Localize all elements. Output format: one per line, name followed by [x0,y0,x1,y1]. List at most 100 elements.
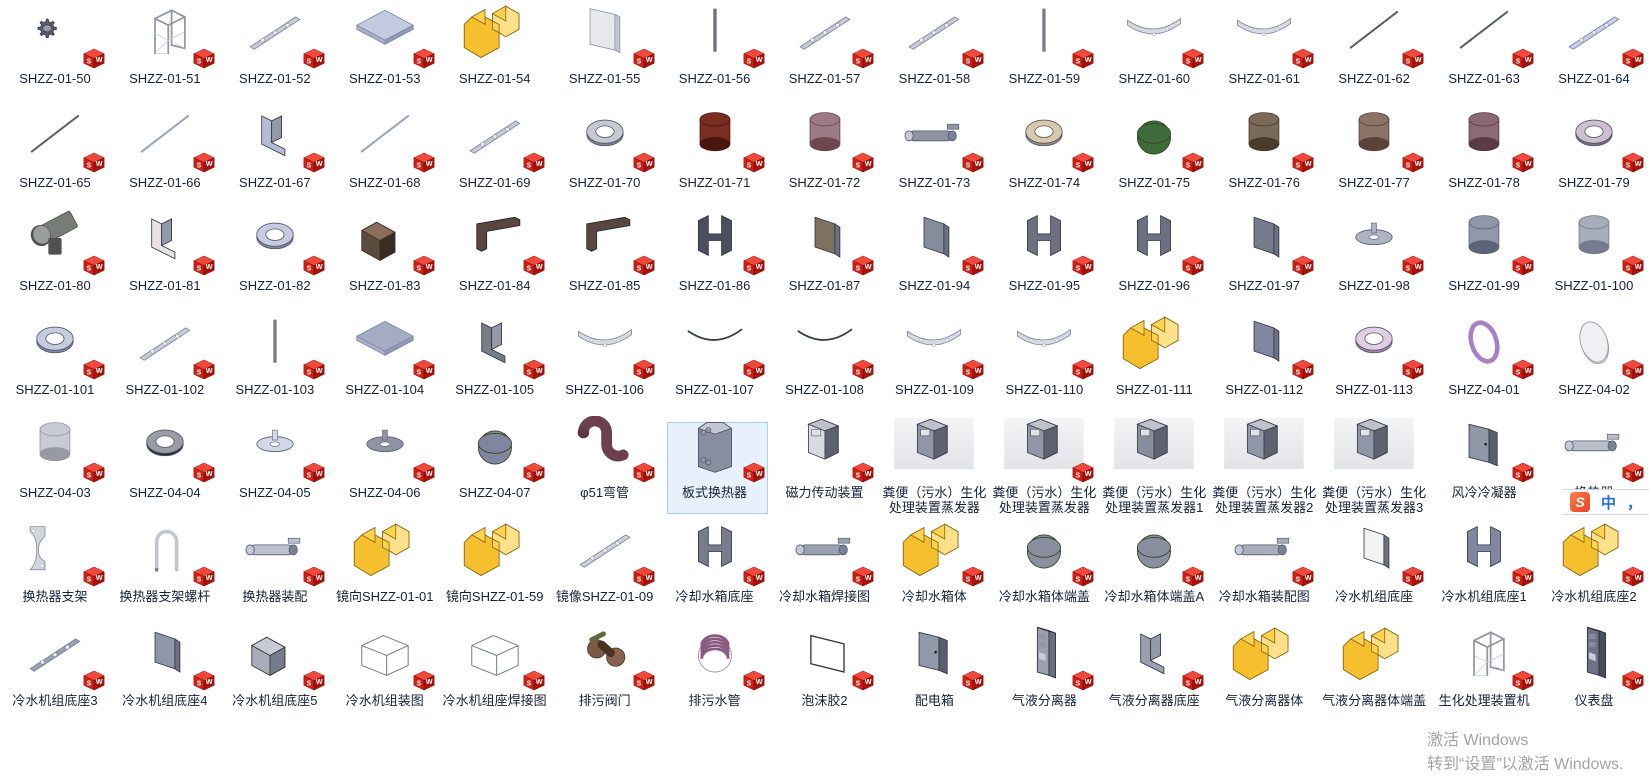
svg-text:W: W [96,262,103,271]
svg-text:W: W [1305,55,1312,64]
svg-text:S: S [306,160,311,169]
svg-text:W: W [96,55,103,64]
svg-text:S: S [1625,471,1630,480]
svg-text:W: W [645,366,652,375]
svg-text:W: W [755,677,762,686]
svg-text:S: S [856,56,861,65]
svg-text:W: W [1085,366,1092,375]
svg-text:W: W [1635,159,1642,168]
svg-text:W: W [865,366,872,375]
svg-text:W: W [975,55,982,64]
svg-text:S: S [526,160,531,169]
svg-text:S: S [1406,160,1411,169]
svg-text:S: S [746,263,751,272]
svg-text:W: W [535,159,542,168]
svg-text:S: S [1625,574,1630,583]
svg-text:W: W [535,469,542,478]
svg-text:W: W [206,262,213,271]
svg-text:W: W [975,677,982,686]
svg-text:S: S [1296,367,1301,376]
svg-text:W: W [1525,159,1532,168]
svg-text:S: S [1186,263,1191,272]
svg-text:S: S [1406,56,1411,65]
svg-text:W: W [315,366,322,375]
svg-text:W: W [1195,159,1202,168]
svg-text:S: S [746,678,751,687]
svg-text:W: W [1525,677,1532,686]
svg-text:W: W [755,573,762,582]
svg-text:S: S [1076,263,1081,272]
svg-text:W: W [1085,159,1092,168]
svg-text:S: S [306,367,311,376]
svg-text:S: S [636,56,641,65]
svg-text:W: W [645,677,652,686]
svg-text:W: W [865,159,872,168]
svg-text:S: S [306,56,311,65]
svg-text:W: W [1085,469,1092,478]
svg-text:W: W [425,366,432,375]
svg-text:W: W [96,366,103,375]
svg-text:S: S [86,574,91,583]
svg-text:W: W [1195,677,1202,686]
svg-text:S: S [1076,678,1081,687]
svg-text:S: S [1186,678,1191,687]
svg-text:W: W [315,55,322,64]
svg-text:S: S [856,678,861,687]
svg-text:S: S [1516,56,1521,65]
svg-text:S: S [1625,678,1630,687]
svg-text:S: S [1516,367,1521,376]
svg-text:S: S [1406,367,1411,376]
svg-text:W: W [1415,366,1422,375]
svg-text:W: W [1305,366,1312,375]
svg-text:W: W [755,366,762,375]
svg-text:S: S [966,56,971,65]
svg-text:W: W [975,262,982,271]
svg-text:W: W [645,262,652,271]
svg-text:S: S [1406,263,1411,272]
svg-text:W: W [315,469,322,478]
svg-text:S: S [1076,367,1081,376]
svg-text:S: S [746,471,751,480]
svg-text:S: S [1076,56,1081,65]
svg-text:W: W [1085,55,1092,64]
svg-text:S: S [1296,263,1301,272]
svg-text:W: W [645,159,652,168]
svg-text:W: W [206,573,213,582]
svg-text:S: S [526,367,531,376]
svg-text:S: S [1076,160,1081,169]
svg-text:S: S [1625,56,1630,65]
svg-text:W: W [425,469,432,478]
svg-text:S: S [416,263,421,272]
svg-text:W: W [865,573,872,582]
svg-text:W: W [865,55,872,64]
svg-text:W: W [1195,262,1202,271]
svg-text:S: S [1186,574,1191,583]
svg-text:S: S [1516,574,1521,583]
svg-text:S: S [306,263,311,272]
svg-text:W: W [315,262,322,271]
svg-text:S: S [86,263,91,272]
svg-text:S: S [636,471,641,480]
svg-text:W: W [96,469,103,478]
svg-text:W: W [1415,262,1422,271]
svg-text:S: S [1625,160,1630,169]
svg-text:W: W [1635,262,1642,271]
svg-text:S: S [1296,56,1301,65]
svg-text:W: W [865,469,872,478]
svg-text:S: S [306,678,311,687]
svg-text:W: W [425,55,432,64]
svg-text:W: W [1085,573,1092,582]
svg-text:S: S [1625,367,1630,376]
svg-text:S: S [1296,160,1301,169]
svg-text:W: W [96,159,103,168]
svg-text:S: S [966,263,971,272]
svg-text:S: S [746,56,751,65]
svg-text:S: S [746,367,751,376]
svg-text:S: S [966,678,971,687]
svg-text:W: W [975,366,982,375]
svg-text:W: W [1415,159,1422,168]
svg-text:W: W [1415,55,1422,64]
svg-text:W: W [315,677,322,686]
svg-text:W: W [755,159,762,168]
svg-text:W: W [1635,366,1642,375]
